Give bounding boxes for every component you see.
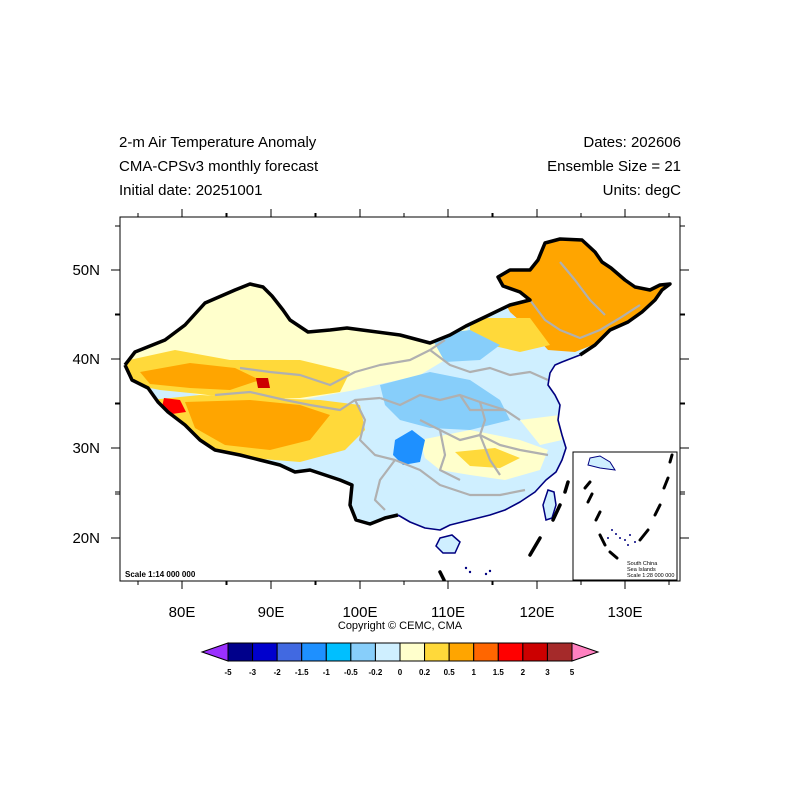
coastline <box>397 354 581 531</box>
lon-tick-label: 90E <box>258 604 285 621</box>
colorbar-label: -0.5 <box>344 668 358 677</box>
map-title: 2-m Air Temperature Anomaly <box>119 134 317 151</box>
colorbar-label: -5 <box>224 668 232 677</box>
colorbar-box <box>399 642 426 662</box>
china-border-north <box>123 237 672 367</box>
lat-tick-label: 40N <box>72 351 100 368</box>
colorbar-label: -0.2 <box>369 668 383 677</box>
taiwan-island <box>542 489 557 521</box>
south-china-sea-inset: South China Sea Islands Scale 1:28 000 0… <box>572 451 678 581</box>
nine-dash-line <box>438 480 570 581</box>
inset-scale-label: Scale 1:28 000 000 <box>627 573 674 579</box>
dates-label: Dates: 202606 <box>583 134 681 151</box>
lon-tick-label: 100E <box>342 604 377 621</box>
colorbar-label: 0 <box>398 668 403 677</box>
lat-tick-label: 50N <box>72 262 100 279</box>
colorbar-label: 2 <box>521 668 526 677</box>
lon-tick-label: 120E <box>519 604 554 621</box>
sea-islands <box>464 566 492 576</box>
inset-label-line1: South China <box>627 561 658 567</box>
axis-labels: 80E 90E 100E 110E 120E 130E 50N 40N 30N 20N <box>72 262 642 621</box>
map-scale-label: Scale 1:14 000 000 <box>125 570 196 579</box>
lon-tick-label: 110E <box>431 604 465 621</box>
colorbar-label: -3 <box>249 668 257 677</box>
initial-date-label: Initial date: 20251001 <box>119 182 263 199</box>
lat-tick-label: 30N <box>72 440 100 457</box>
colorbar-label: 0.2 <box>419 668 431 677</box>
colorbar <box>200 642 600 662</box>
colorbar-box <box>276 642 303 662</box>
colorbar-label: -1.5 <box>295 668 309 677</box>
colorbar-box <box>227 642 254 662</box>
map-subtitle: CMA-CPSv3 monthly forecast <box>119 158 319 175</box>
lon-tick-label: 130E <box>607 604 642 621</box>
colorbar-box <box>325 642 352 662</box>
colorbar-box <box>301 642 327 662</box>
lat-tick-label: 20N <box>72 530 100 547</box>
colorbar-box <box>252 642 278 662</box>
copyright-notice: Copyright © CEMC, CMA <box>337 620 463 632</box>
china-border-south <box>123 364 399 526</box>
colorbar-box <box>546 642 573 662</box>
ensemble-size-label: Ensemble Size = 21 <box>547 158 681 175</box>
colorbar-box <box>448 642 475 662</box>
hainan-island <box>435 534 461 554</box>
inset-label-line2: Sea Islands <box>627 567 656 573</box>
colorbar-label: -1 <box>323 668 331 677</box>
colorbar-box <box>374 642 401 662</box>
units-label: Units: degC <box>602 182 681 199</box>
colorbar-label: 3 <box>545 668 550 677</box>
colorbar-labels: -5 -3 -2 -1.5 -1 -0.5 -0.2 0 0.2 0.5 1 1.5 2 3 5 <box>224 668 574 677</box>
colorbar-box <box>350 642 376 662</box>
colorbar-box <box>473 642 499 662</box>
colorbar-box <box>497 642 524 662</box>
axis-ticks <box>111 209 689 589</box>
lon-tick-label: 80E <box>169 604 196 621</box>
colorbar-box <box>424 642 450 662</box>
colorbar-label: 1 <box>471 668 476 677</box>
province-boundaries <box>214 261 641 511</box>
colorbar-label: -2 <box>274 668 282 677</box>
colorbar-label: 5 <box>570 668 575 677</box>
colorbar-min-arrow <box>200 642 229 662</box>
colorbar-label: 1.5 <box>493 668 505 677</box>
colorbar-label: 0.5 <box>444 668 456 677</box>
colorbar-box <box>522 642 548 662</box>
colorbar-max-arrow <box>571 642 600 662</box>
